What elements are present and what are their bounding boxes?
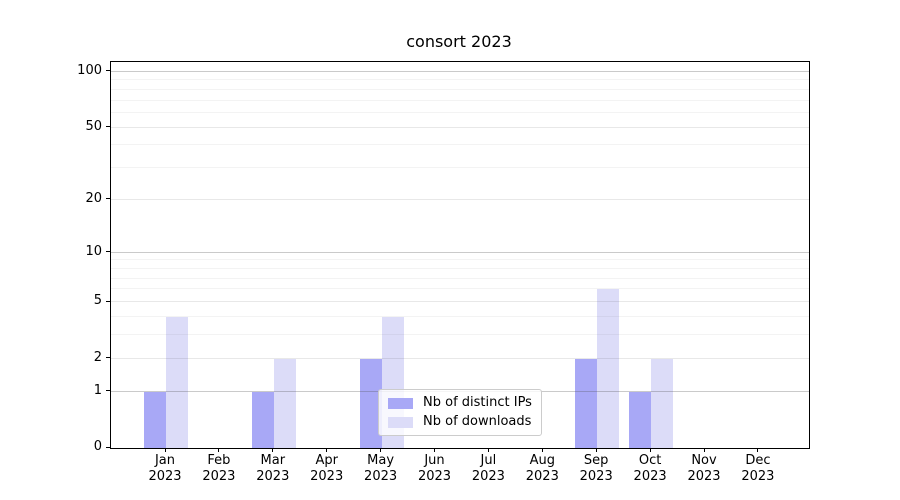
plot-area: Nb of distinct IPs Nb of downloads: [110, 61, 810, 449]
chart-title: consort 2023: [406, 32, 512, 51]
bar-distinct-ips: [144, 391, 166, 448]
x-tick-label: Nov 2023: [687, 453, 721, 484]
y-tick-label: 5: [93, 293, 102, 308]
y-tick-mark: [106, 70, 110, 72]
x-tick-mark: [757, 448, 759, 452]
y-tick-label: 0: [93, 439, 102, 454]
y-tick-label: 2: [93, 349, 102, 365]
bar-distinct-ips: [629, 391, 652, 448]
bar-downloads: [651, 358, 674, 448]
bar-downloads: [597, 289, 620, 448]
x-tick-label: Sep 2023: [579, 453, 613, 484]
y-tick-label: 1: [93, 382, 102, 398]
x-tick-label: Dec 2023: [741, 453, 775, 484]
legend: Nb of distinct IPs Nb of downloads: [378, 389, 542, 436]
bar-downloads: [273, 358, 296, 448]
x-tick-label: Feb 2023: [202, 453, 236, 484]
x-tick-label: Mar 2023: [256, 453, 290, 484]
y-tick-mark: [106, 126, 110, 128]
x-tick-mark: [487, 448, 489, 452]
bar-distinct-ips: [359, 358, 382, 448]
x-tick-label: Oct 2023: [633, 453, 667, 484]
x-tick-mark: [649, 448, 651, 452]
legend-label: Nb of distinct IPs: [423, 395, 532, 410]
y-tick-mark: [106, 390, 110, 391]
y-tick-label: 100: [77, 62, 102, 78]
x-tick-mark: [380, 448, 382, 452]
legend-entry: Nb of distinct IPs: [388, 396, 532, 410]
y-tick-mark: [106, 300, 110, 302]
x-tick-label: May 2023: [364, 453, 398, 484]
x-tick-label: Jun 2023: [417, 453, 452, 484]
bar-distinct-ips: [575, 358, 598, 448]
x-tick-label: Apr 2023: [310, 453, 344, 484]
x-tick-mark: [272, 448, 274, 452]
x-tick-label: Aug 2023: [525, 453, 559, 484]
x-tick-mark: [218, 448, 220, 452]
y-tick-mark: [106, 357, 110, 358]
y-tick-mark: [106, 251, 110, 253]
x-tick-mark: [434, 448, 435, 452]
legend-entry: Nb of downloads: [388, 415, 532, 429]
x-tick-mark: [326, 448, 328, 452]
x-tick-mark: [595, 448, 597, 452]
legend-swatch: [388, 397, 413, 409]
legend-label: Nb of downloads: [423, 414, 532, 429]
x-tick-label: Jul 2023: [471, 453, 505, 484]
y-tick-label: 10: [85, 243, 102, 259]
x-tick-mark: [703, 448, 705, 452]
y-tick-label: 20: [85, 190, 102, 206]
y-tick-mark: [106, 198, 110, 200]
x-tick-mark: [541, 448, 543, 452]
x-tick-mark: [164, 448, 166, 452]
legend-swatch: [388, 416, 413, 428]
y-tick-mark: [106, 446, 110, 448]
bar-downloads: [166, 316, 188, 448]
bar-distinct-ips: [251, 391, 274, 448]
y-tick-label: 50: [85, 118, 102, 134]
x-tick-label: Jan 2023: [148, 453, 182, 484]
